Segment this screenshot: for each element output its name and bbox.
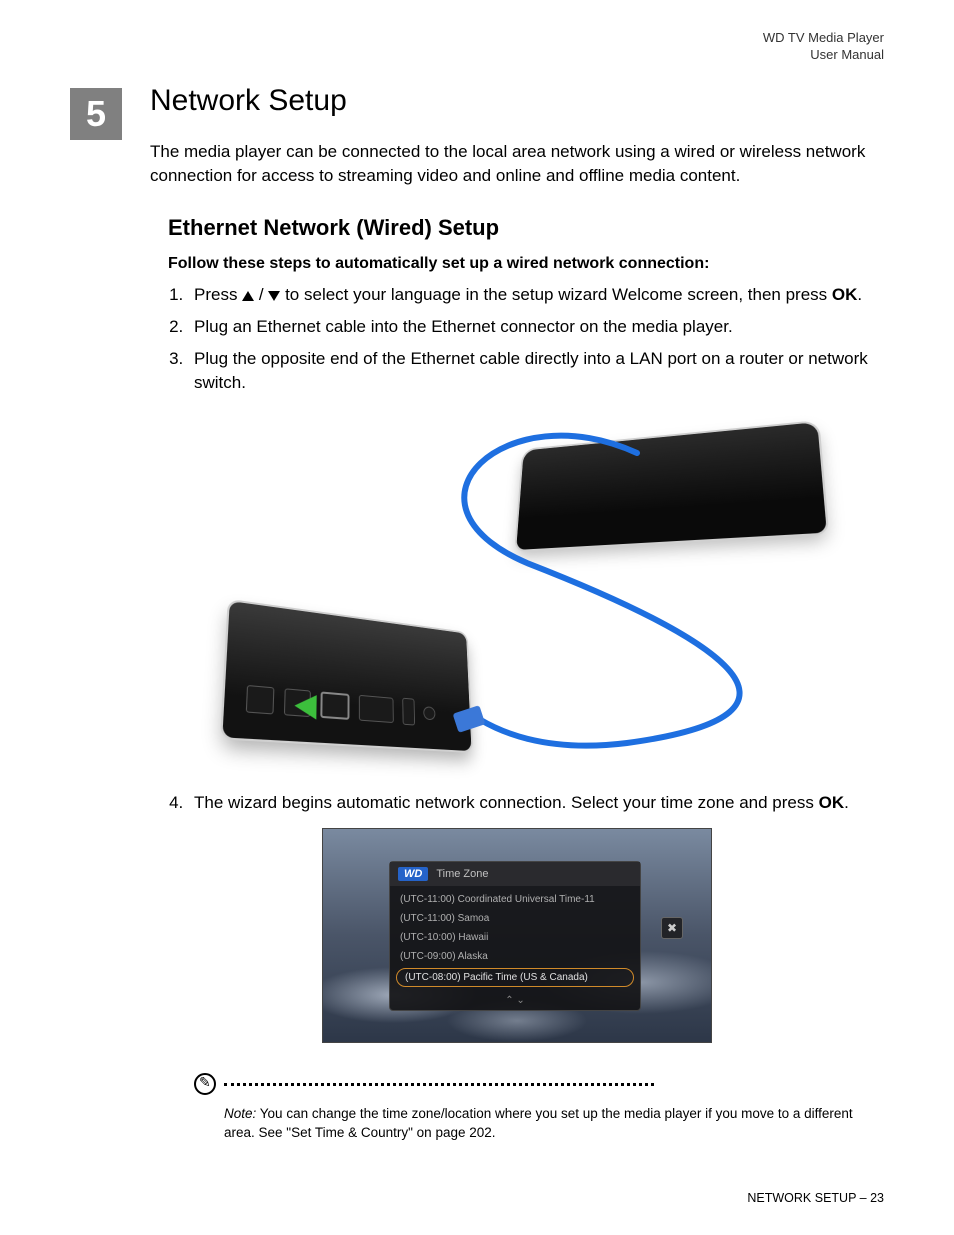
close-button[interactable]: ✖ [661, 917, 683, 939]
device-connection-figure [207, 413, 827, 773]
player-back-ports [234, 671, 463, 739]
chapter-number-box: 5 [70, 88, 122, 140]
note-block: Note: You can change the time zone/locat… [194, 1073, 884, 1143]
step-2: Plug an Ethernet cable into the Ethernet… [188, 315, 884, 339]
ethernet-port [320, 691, 349, 719]
step-1: Press / to select your language in the s… [188, 283, 884, 307]
note-label: Note: [224, 1106, 256, 1121]
footer-sep: – [856, 1191, 870, 1205]
step-1-text-b: to select your language in the setup wiz… [280, 285, 832, 304]
note-icon [194, 1073, 216, 1095]
chapter-number: 5 [86, 93, 106, 135]
content-column: Network Setup The media player can be co… [150, 84, 884, 1143]
timezone-item[interactable]: (UTC-11:00) Coordinated Universal Time-1… [390, 890, 640, 909]
step-4: The wizard begins automatic network conn… [188, 791, 884, 815]
timezone-item[interactable]: (UTC-11:00) Samoa [390, 909, 640, 928]
port-generic-1 [246, 685, 275, 715]
step-4-text-b: . [844, 793, 849, 812]
sub-heading: Follow these steps to automatically set … [168, 255, 884, 273]
step-3: Plug the opposite end of the Ethernet ca… [188, 347, 884, 395]
up-arrow-icon [242, 291, 254, 301]
wd-logo: WD [398, 867, 428, 881]
intro-paragraph: The media player can be connected to the… [150, 140, 884, 188]
timezone-list[interactable]: (UTC-11:00) Coordinated Universal Time-1… [390, 886, 640, 993]
timezone-item-selected[interactable]: (UTC-08:00) Pacific Time (US & Canada) [396, 968, 634, 987]
footer-label: NETWORK SETUP [747, 1191, 856, 1205]
timezone-item[interactable]: (UTC-10:00) Hawaii [390, 928, 640, 947]
media-player-device [222, 601, 471, 751]
timezone-header: WD Time Zone [390, 862, 640, 886]
doc-header: WD TV Media Player User Manual [70, 30, 884, 64]
dotted-divider [224, 1083, 654, 1086]
down-arrow-icon [268, 291, 280, 301]
port-power [423, 706, 435, 720]
note-divider-row [194, 1073, 884, 1095]
step-1-ok: OK [832, 285, 858, 304]
timezone-screenshot: WD Time Zone (UTC-11:00) Coordinated Uni… [322, 828, 712, 1043]
note-text: Note: You can change the time zone/locat… [224, 1105, 884, 1143]
timezone-item[interactable]: (UTC-09:00) Alaska [390, 947, 640, 966]
timezone-panel: WD Time Zone (UTC-11:00) Coordinated Uni… [389, 861, 641, 1011]
step-4-ok: OK [819, 793, 845, 812]
step-1-text-c: . [857, 285, 862, 304]
note-body: You can change the time zone/location wh… [224, 1106, 853, 1140]
timezone-scroll-indicator[interactable]: ⌃ ⌄ [390, 993, 640, 1010]
port-hdmi [359, 694, 394, 722]
step-1-text-a: Press [194, 285, 242, 304]
doc-header-line1: WD TV Media Player [763, 30, 884, 45]
footer-page: 23 [870, 1191, 884, 1205]
steps-list-cont: The wizard begins automatic network conn… [168, 791, 884, 815]
router-device [516, 422, 827, 550]
page-footer: NETWORK SETUP – 23 [747, 1191, 884, 1205]
page-title: Network Setup [150, 84, 884, 118]
doc-header-line2: User Manual [810, 47, 884, 62]
port-usb [402, 697, 415, 725]
ethernet-arrow-icon [294, 693, 317, 719]
timezone-header-label: Time Zone [436, 868, 488, 880]
steps-list: Press / to select your language in the s… [168, 283, 884, 394]
step-4-text-a: The wizard begins automatic network conn… [194, 793, 819, 812]
section-heading: Ethernet Network (Wired) Setup [168, 215, 884, 241]
